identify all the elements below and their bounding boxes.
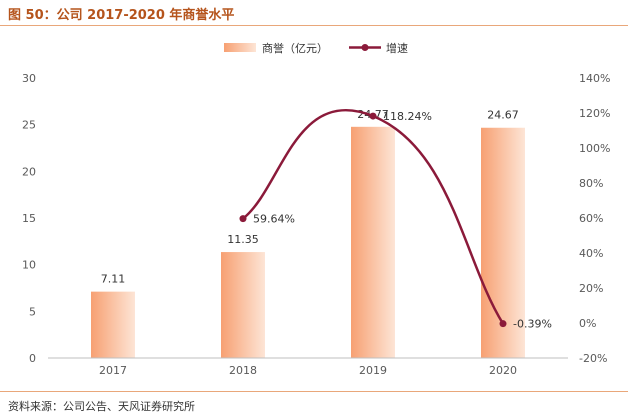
growth-value-label: 59.64%	[253, 213, 295, 226]
bottom-rule	[0, 391, 628, 392]
bar-value-label: 24.67	[487, 109, 519, 122]
combo-chart: 商誉（亿元） 增速 0 5 10 15 20 25 30 -20% 0% 20% 40% 60% 80%…	[22, 41, 610, 377]
left-axis: 0 5 10 15 20 25 30	[22, 72, 36, 365]
growth-value-label: -0.39%	[513, 318, 552, 331]
growth-value-label: 118.24%	[383, 110, 432, 123]
right-axis-tick-label: 0%	[579, 317, 596, 330]
right-axis-tick-label: 120%	[579, 107, 610, 120]
source-note: 资料来源：公司公告、天风证券研究所	[8, 400, 195, 413]
bar-2018	[221, 252, 265, 358]
left-axis-tick-label: 10	[22, 259, 36, 272]
x-axis: 2017 2018 2019 2020	[48, 357, 568, 377]
bar-2017	[91, 291, 135, 358]
bar-2019	[351, 126, 395, 359]
legend-bar-swatch	[224, 43, 256, 52]
left-axis-tick-label: 25	[22, 119, 36, 132]
right-axis-tick-label: 60%	[579, 212, 603, 225]
right-axis-tick-label: 140%	[579, 72, 610, 85]
right-axis-tick-label: 80%	[579, 177, 603, 190]
bar-2020	[481, 127, 525, 358]
legend: 商誉（亿元） 增速	[224, 41, 408, 55]
right-axis-tick-label: 100%	[579, 142, 610, 155]
left-axis-tick-label: 20	[22, 165, 36, 178]
legend-line-label: 增速	[386, 41, 408, 55]
x-axis-tick-label: 2017	[99, 364, 127, 377]
right-axis-tick-label: 20%	[579, 282, 603, 295]
left-axis-tick-label: 5	[29, 305, 36, 318]
right-axis: -20% 0% 20% 40% 60% 80% 100% 120% 140%	[579, 72, 610, 365]
legend-bar-label: 商誉（亿元）	[262, 41, 328, 55]
top-rule	[0, 25, 628, 26]
figure-title: 图 50：公司 2017-2020 年商誉水平	[8, 8, 235, 23]
x-axis-tick-label: 2020	[489, 364, 517, 377]
right-axis-tick-label: 40%	[579, 247, 603, 260]
bar-value-label: 7.11	[101, 273, 126, 286]
bar-value-label: 11.35	[227, 233, 259, 246]
right-axis-tick-label: -20%	[579, 352, 607, 365]
left-axis-tick-label: 30	[22, 72, 36, 85]
growth-point-2020	[499, 320, 507, 328]
bar-series	[91, 126, 525, 359]
left-axis-tick-label: 15	[22, 212, 36, 225]
x-axis-tick-label: 2019	[359, 364, 387, 377]
x-axis-tick-label: 2018	[229, 364, 257, 377]
growth-point-2019	[369, 112, 377, 120]
line-series: 59.64% 118.24% -0.39%	[239, 108, 552, 331]
legend-line-marker	[361, 44, 369, 51]
left-axis-tick-label: 0	[29, 352, 36, 365]
growth-point-2018	[239, 215, 247, 223]
